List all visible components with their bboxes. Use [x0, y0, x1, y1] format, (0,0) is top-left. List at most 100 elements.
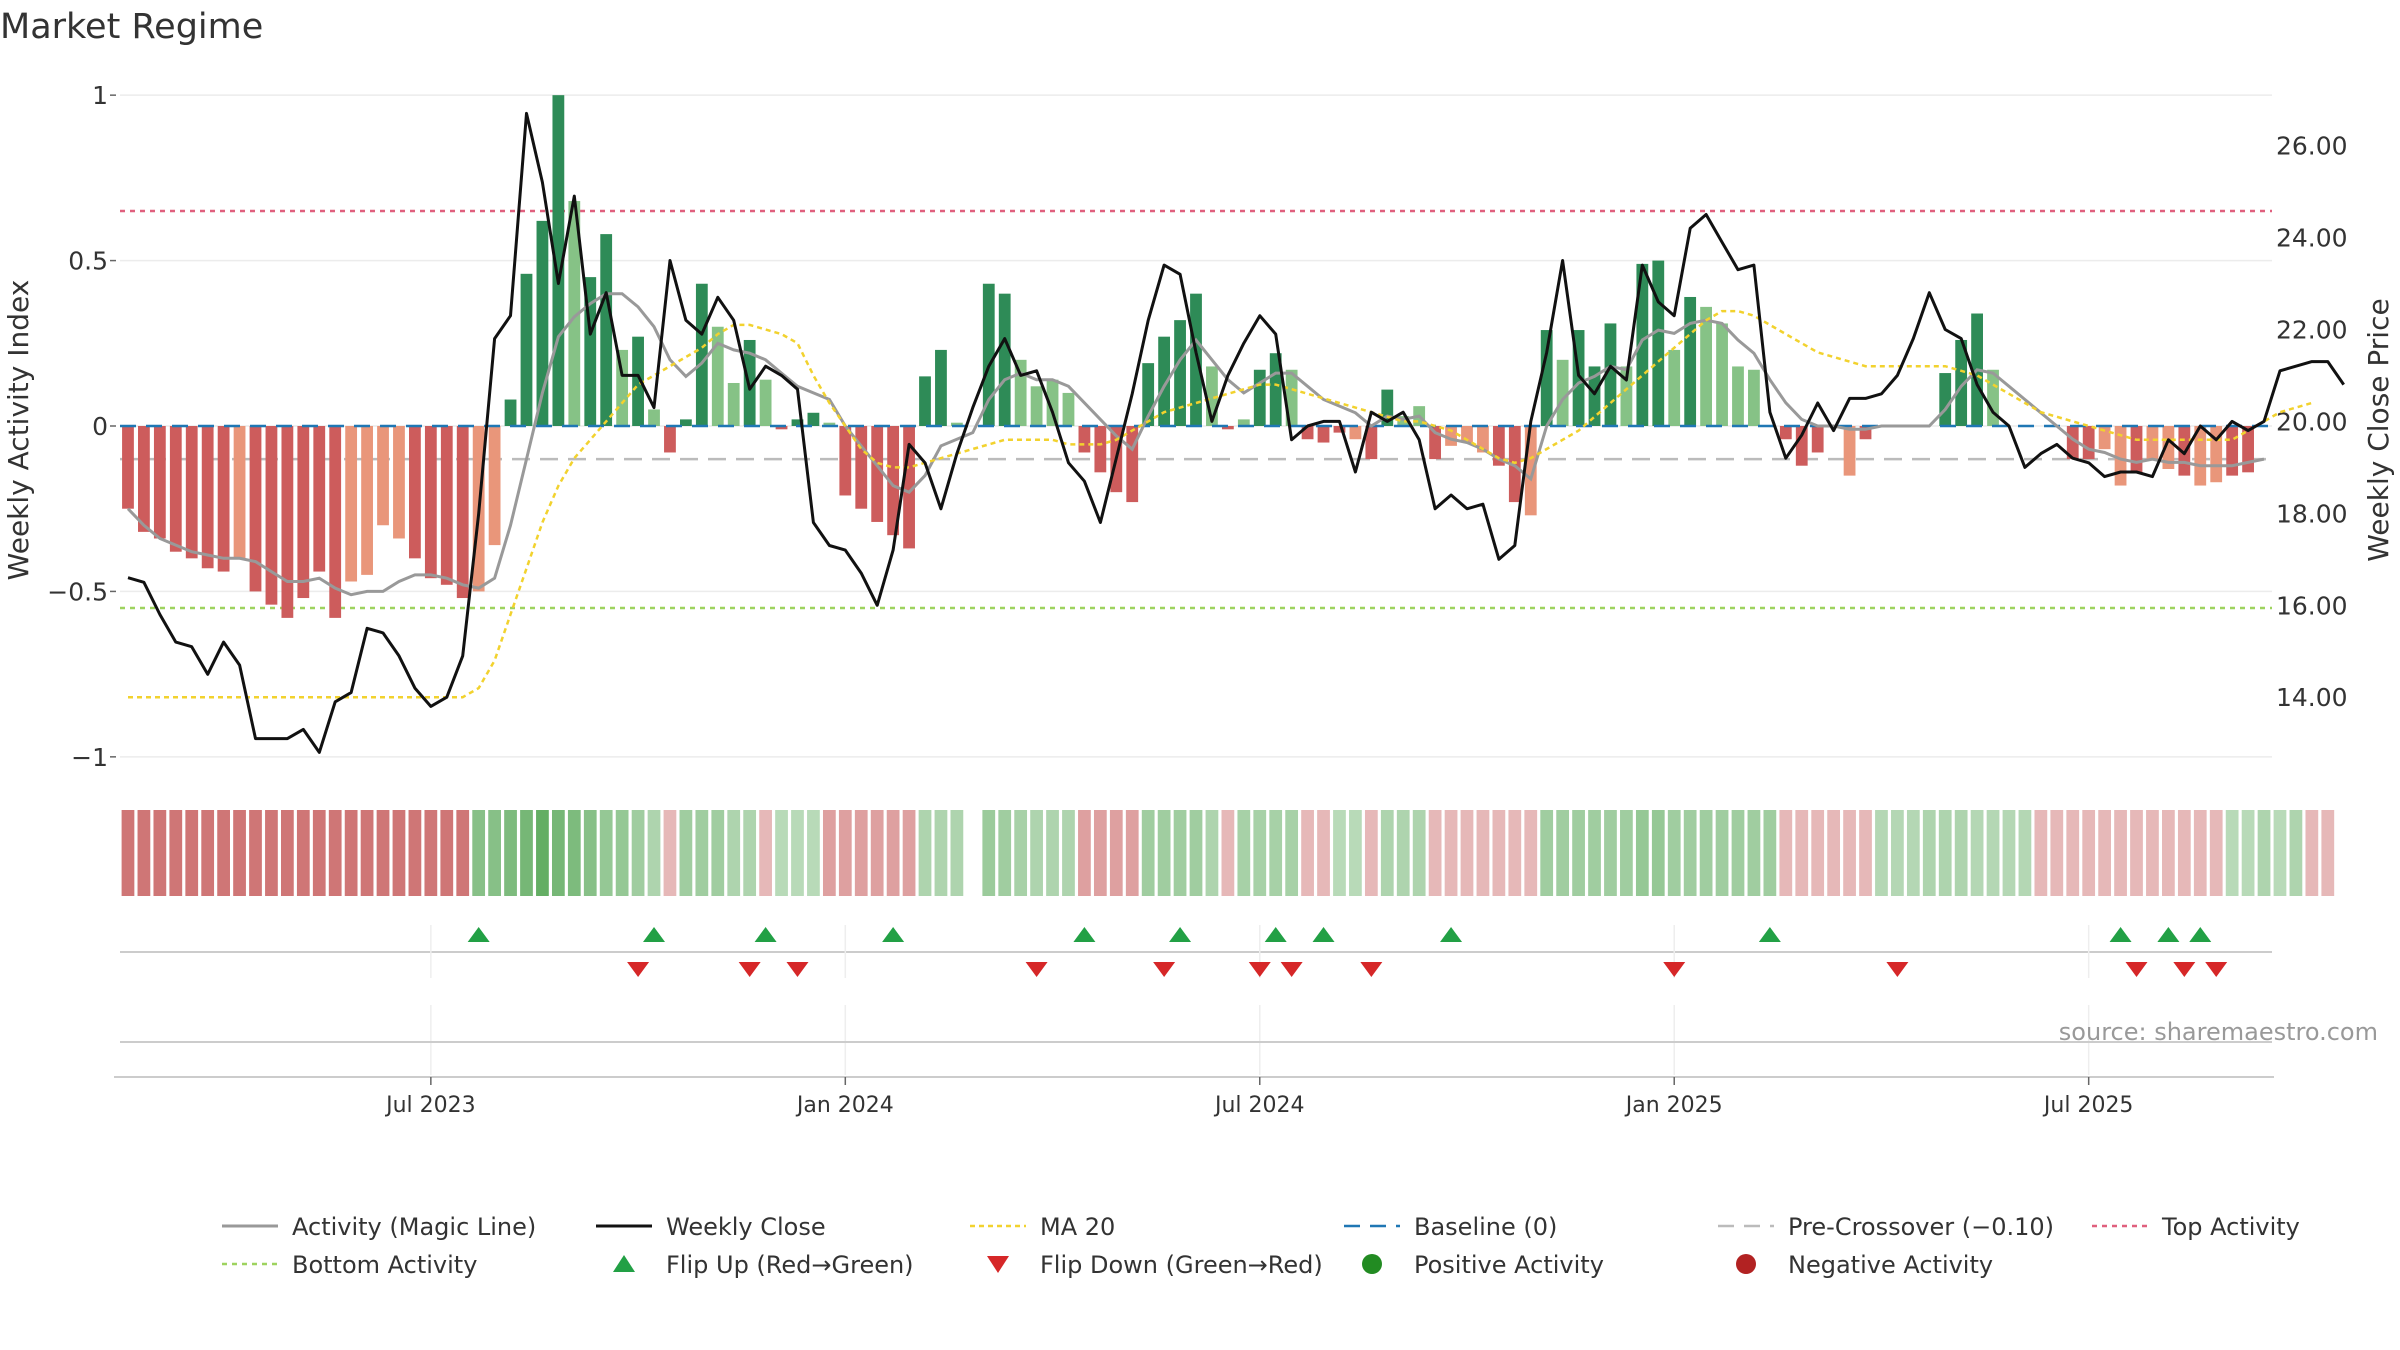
right-tick-labels: 26.00 24.00 22.00 20.00 18.00 16.00 14.00 [2276, 132, 2348, 713]
activity-bar [664, 426, 676, 453]
legend-swatch [1362, 1254, 1382, 1274]
regime-cell [153, 810, 167, 896]
activity-bar [2082, 426, 2095, 460]
regime-cell [631, 810, 645, 896]
regime-cell [281, 810, 294, 896]
legend-label: Pre-Crossover (−0.10) [1788, 1213, 2054, 1241]
regime-cell [121, 810, 135, 896]
chart-title: Market Regime [0, 7, 263, 47]
regime-cell [1859, 810, 1872, 896]
right-tick-label: 26.00 [2276, 132, 2348, 161]
regime-cell [1412, 810, 1426, 896]
regime-cell [2162, 810, 2175, 896]
bottom-panel [114, 1005, 2274, 1078]
activity-bar [2066, 426, 2079, 460]
regime-cell [1891, 810, 1904, 896]
activity-bar [520, 273, 533, 426]
activity-bar [1604, 323, 1617, 426]
regime-cell [2002, 810, 2016, 896]
activity-bar [265, 426, 278, 605]
left-tick-label: −0.5 [47, 577, 108, 606]
regime-cell [1667, 810, 1681, 896]
activity-bar [998, 293, 1011, 426]
regime-cell [1317, 810, 1330, 896]
activity-bar [536, 220, 549, 426]
legend-label: Weekly Close [666, 1213, 826, 1241]
regime-cell [870, 810, 884, 896]
activity-bar [711, 326, 724, 426]
flip-down-marker [1886, 962, 1909, 977]
regime-cell [296, 810, 310, 896]
regime-cell [1906, 810, 1920, 896]
activity-bar [1094, 426, 1107, 473]
regime-cell [2177, 810, 2191, 896]
activity-bar [1174, 320, 1186, 426]
regime-cell [2257, 810, 2271, 896]
regime-cell [1986, 810, 2000, 896]
regime-cell [1173, 810, 1187, 896]
x-tick-label: Jan 2025 [1624, 1093, 1723, 1118]
activity-bar [1301, 426, 1314, 440]
left-axis-label: Weekly Activity Index [2, 280, 35, 581]
regime-cell [1269, 810, 1283, 896]
activity-bar [1461, 426, 1473, 443]
activity-bar [1684, 296, 1697, 426]
regime-cell [2018, 810, 2032, 896]
regime-cell [1333, 810, 1346, 896]
regime-cell [504, 810, 517, 896]
right-tick-label: 22.00 [2276, 315, 2348, 344]
activity-bar [935, 349, 947, 426]
activity-bar [1716, 323, 1728, 426]
regime-cell [1620, 810, 1633, 896]
activity-bar [1237, 419, 1250, 426]
legend-swatch [1736, 1254, 1756, 1274]
left-tick-label: 1 [92, 81, 108, 110]
right-tick-label: 24.00 [2276, 224, 2348, 253]
activity-bar [632, 336, 644, 426]
x-tick-label: Jul 2024 [1213, 1093, 1305, 1118]
regime-cell [233, 810, 246, 896]
activity-bar [1492, 426, 1505, 466]
activity-bar [2162, 426, 2175, 470]
regime-cell [1508, 810, 1522, 896]
activity-bar [1795, 426, 1808, 466]
regime-cell [1046, 810, 1059, 896]
regime-cell [169, 810, 183, 896]
activity-bar [1078, 426, 1091, 453]
flip-up-marker [1758, 927, 1781, 942]
activity-bar [185, 426, 198, 559]
flip-down-marker [2173, 962, 2196, 977]
activity-bar [648, 409, 660, 426]
source-credit: source: sharemaestro.com [2059, 1018, 2378, 1046]
activity-bar [1269, 353, 1282, 426]
activity-bar [393, 426, 405, 539]
regime-cell [1460, 810, 1474, 896]
regime-cell [249, 810, 262, 896]
activity-bar [1636, 263, 1649, 426]
regime-cell [1030, 810, 1043, 896]
activity-bar [839, 426, 852, 496]
x-tick-label: Jul 2025 [2042, 1093, 2134, 1118]
activity-bar [456, 426, 469, 599]
activity-bar [1317, 426, 1330, 443]
legend: Activity (Magic Line) Weekly Close MA 20 Ba… [222, 1213, 2300, 1279]
regime-cell [456, 810, 470, 896]
regime-cell [791, 810, 804, 896]
regime-cell [1635, 810, 1649, 896]
activity-bar [679, 419, 692, 426]
regime-cell [567, 810, 581, 896]
flip-down-marker [1360, 962, 1383, 977]
regime-cell [1540, 810, 1554, 896]
activity-bar [791, 419, 804, 426]
activity-bar [1700, 306, 1713, 426]
activity-bar [233, 426, 246, 559]
activity-bar [313, 426, 326, 572]
regime-cell [1731, 810, 1745, 896]
legend-swatch [987, 1256, 1009, 1273]
activity-bar [1285, 369, 1298, 426]
activity-bar [1365, 426, 1378, 460]
activity-bar [1668, 349, 1681, 426]
regime-cell [743, 810, 757, 896]
activity-bar [153, 426, 166, 539]
